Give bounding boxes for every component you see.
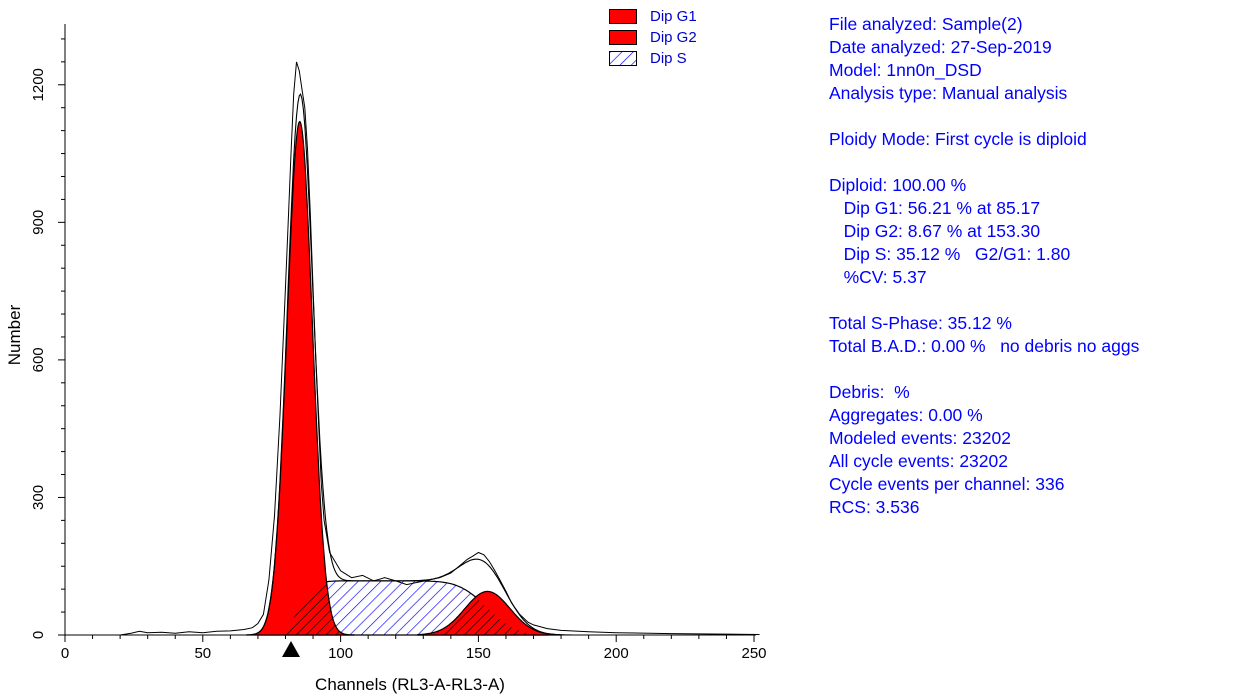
x-tick-label: 200 xyxy=(604,645,629,662)
report-spacer xyxy=(829,358,1139,381)
y-tick-label: 600 xyxy=(30,347,47,372)
dip-g1-peak xyxy=(246,120,355,636)
report-line: Dip G1: 56.21 % at 85.17 xyxy=(829,198,1041,218)
cell-cycle-histogram: 0 50 100 150 200 250 0 300 600 900 1200 Channels (… xyxy=(5,24,767,694)
legend-swatch-dip-g2 xyxy=(609,30,637,45)
dip-g1-s-overlap xyxy=(280,581,341,635)
gate-marker-icon xyxy=(281,641,300,657)
report-line: Cycle events per channel: 336 xyxy=(829,474,1065,494)
model-curves xyxy=(65,61,760,636)
report-line: Dip S: 35.12 % G2/G1: 1.80 xyxy=(829,244,1071,264)
x-tick-label: 250 xyxy=(741,645,766,662)
legend-label: Dip G2 xyxy=(650,29,697,46)
report-line: Date analyzed: 27-Sep-2019 xyxy=(829,37,1052,57)
report-line: All cycle events: 23202 xyxy=(829,451,1008,471)
x-tick-label: 0 xyxy=(61,645,69,662)
legend-item-dip-s: Dip S xyxy=(609,48,697,69)
legend-label: Dip G1 xyxy=(650,8,697,25)
y-tick-label: 1200 xyxy=(30,68,47,101)
x-tick-label: 100 xyxy=(328,645,353,662)
report-spacer xyxy=(829,289,1139,312)
report-spacer xyxy=(829,151,1139,174)
tick-labels: 0 50 100 150 200 250 0 300 600 900 1200 xyxy=(30,68,767,662)
report-line: %CV: 5.37 xyxy=(829,267,927,287)
report-line: Analysis type: Manual analysis xyxy=(829,83,1068,103)
x-tick-label: 150 xyxy=(466,645,491,662)
legend-item-dip-g1: Dip G1 xyxy=(609,6,697,27)
y-axis-title: Number xyxy=(5,304,24,365)
y-tick-label: 0 xyxy=(30,631,47,639)
legend-swatch-dip-g1 xyxy=(609,9,637,24)
legend-item-dip-g2: Dip G2 xyxy=(609,27,697,48)
report-line: Modeled events: 23202 xyxy=(829,428,1011,448)
dip-g2-s-overlap xyxy=(437,597,539,635)
report-line: Aggregates: 0.00 % xyxy=(829,405,983,425)
report-line: Model: 1nn0n_DSD xyxy=(829,60,982,80)
report-line: Dip G2: 8.67 % at 153.30 xyxy=(829,221,1041,241)
analysis-report: File analyzed: Sample(2) Date analyzed: 2… xyxy=(829,13,1139,519)
report-line: Ploidy Mode: First cycle is diploid xyxy=(829,129,1087,149)
report-line: File analyzed: Sample(2) xyxy=(829,14,1023,34)
report-line: RCS: 3.536 xyxy=(829,497,920,517)
report-line: Total B.A.D.: 0.00 % no debris no aggs xyxy=(829,336,1140,356)
axes xyxy=(58,24,756,657)
y-tick-label: 900 xyxy=(30,210,47,235)
legend-swatch-dip-s xyxy=(609,51,637,66)
report-line: Debris: % xyxy=(829,382,910,402)
model-total-curve xyxy=(246,93,575,636)
x-tick-label: 50 xyxy=(194,645,211,662)
x-axis-title: Channels (RL3-A-RL3-A) xyxy=(315,675,505,694)
legend-label: Dip S xyxy=(650,50,687,67)
report-line: Total S-Phase: 35.12 % xyxy=(829,313,1012,333)
legend: Dip G1 Dip G2 Dip S xyxy=(609,6,697,69)
report-line: Diploid: 100.00 % xyxy=(829,175,967,195)
model-fills xyxy=(246,120,562,636)
report-spacer xyxy=(829,105,1139,128)
histogram-line xyxy=(65,61,760,636)
y-tick-label: 300 xyxy=(30,485,47,510)
